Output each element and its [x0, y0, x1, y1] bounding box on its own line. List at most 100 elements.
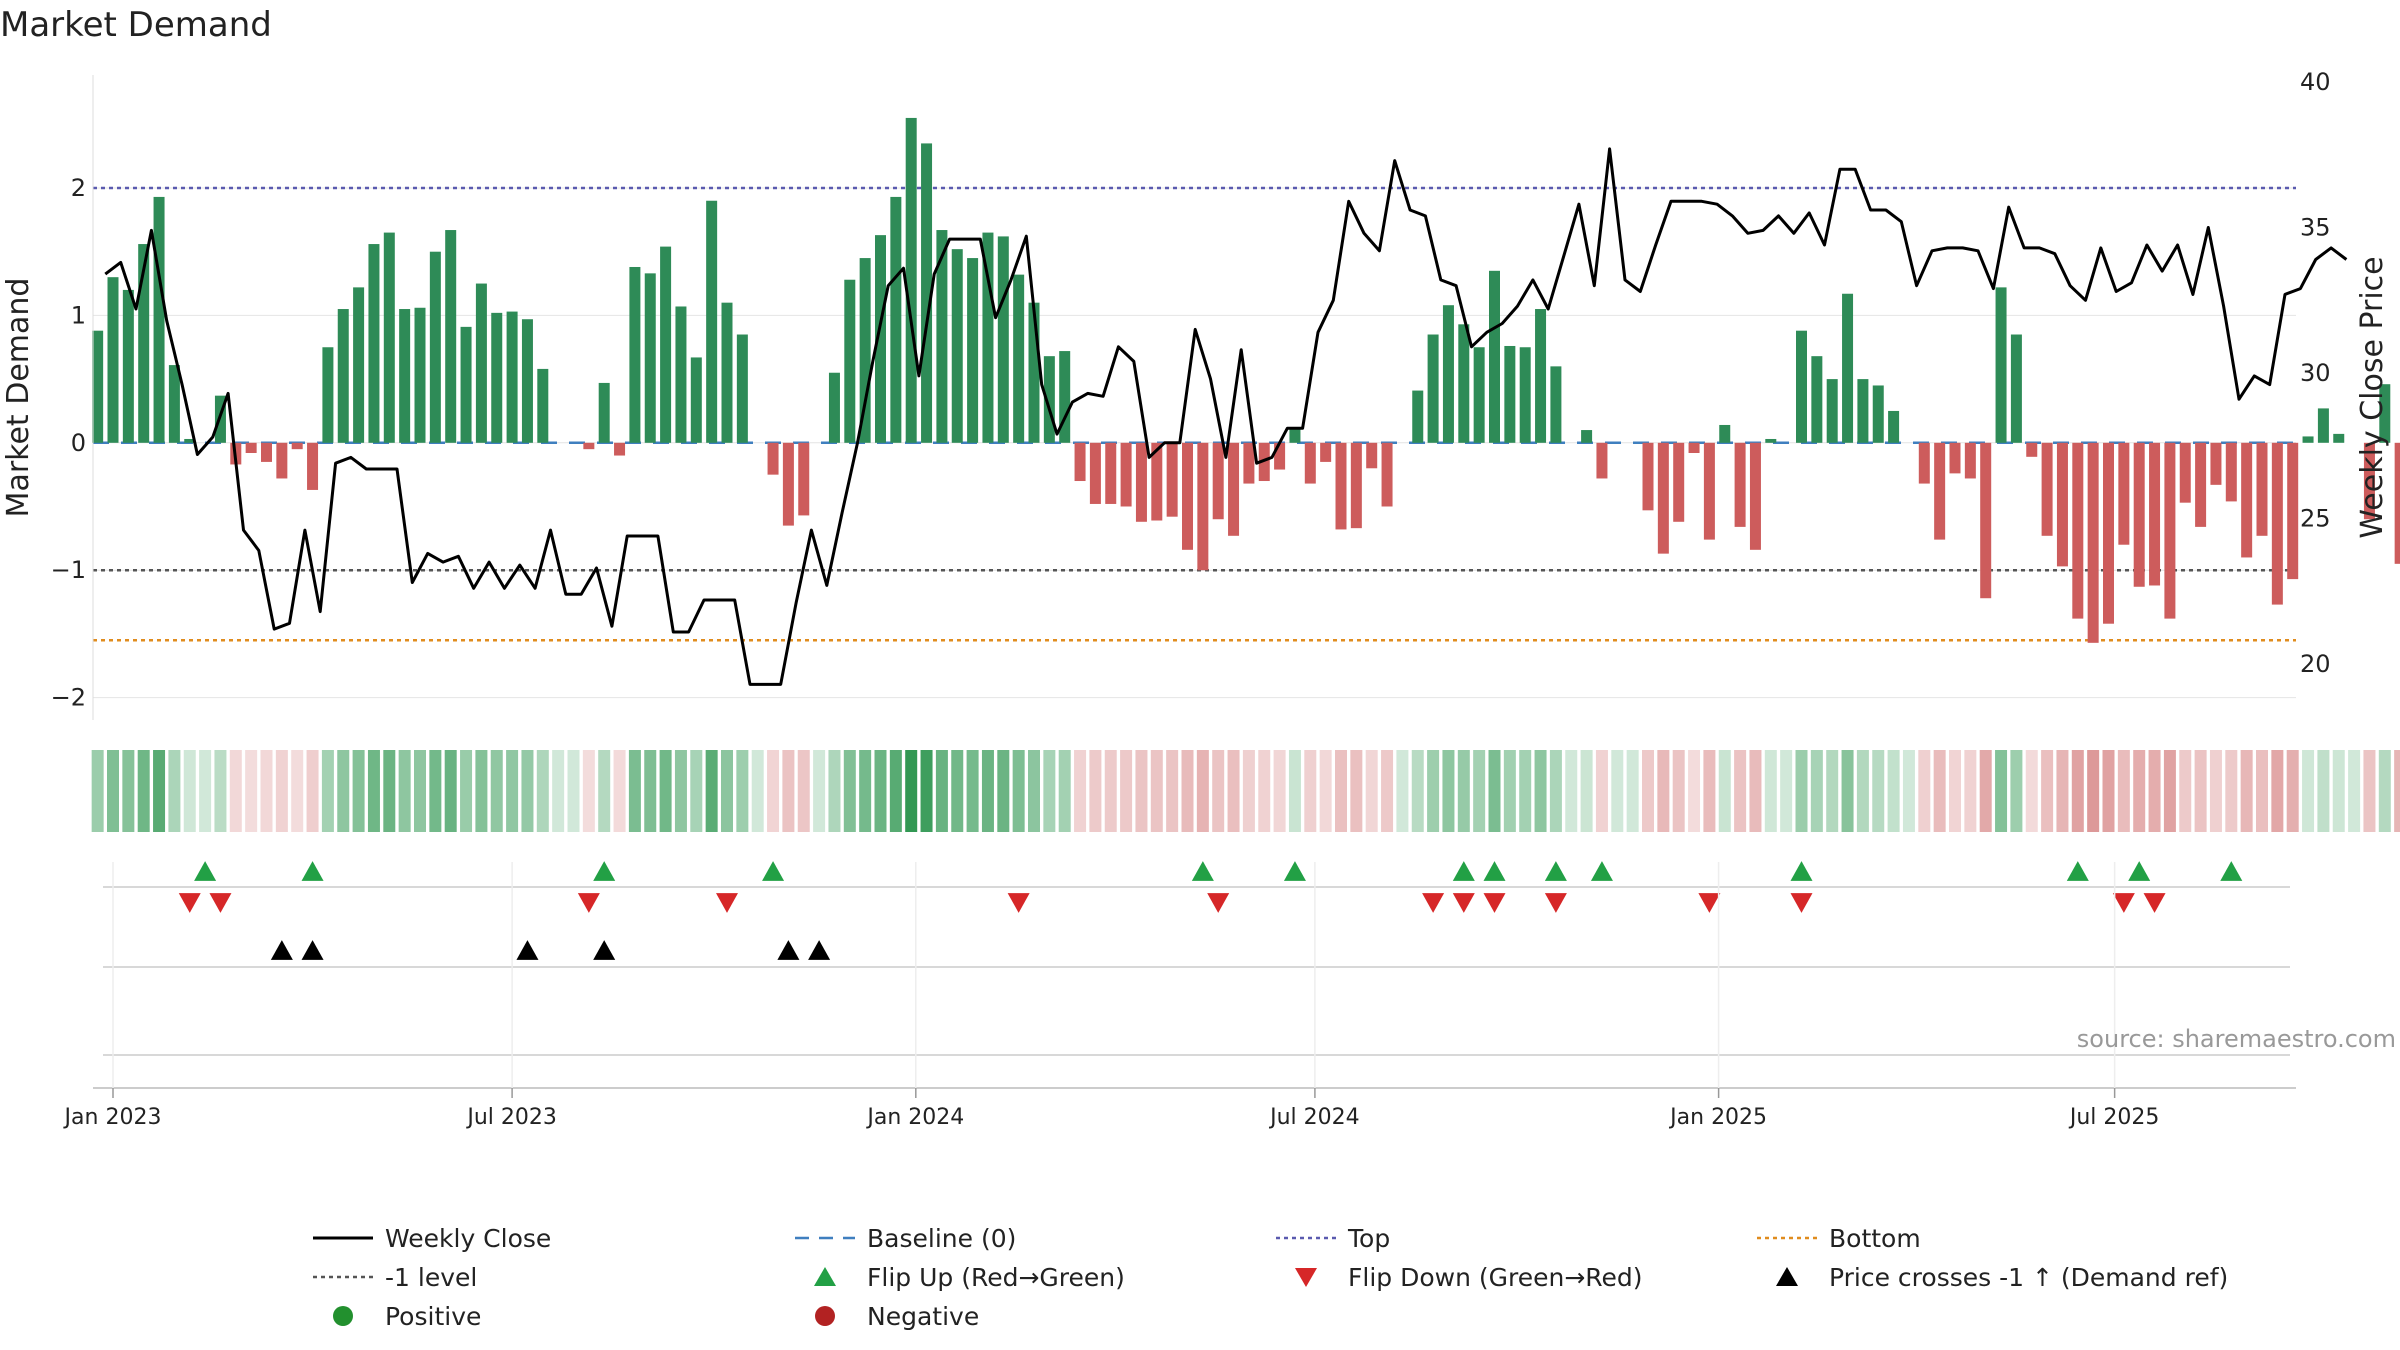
flip-down-marker [209, 893, 232, 913]
demand-bar [168, 365, 180, 443]
heat-strip-cell [1335, 750, 1347, 832]
x-tick-label: Jul 2023 [465, 1105, 557, 1130]
demand-bar [967, 258, 979, 443]
heat-strip-cell [1856, 750, 1869, 832]
heat-strip-cell [889, 750, 902, 832]
heat-strip-cell [2117, 750, 2130, 832]
demand-bar [997, 236, 1009, 443]
heat-strip-cell [1611, 750, 1624, 832]
demand-bar [890, 196, 902, 443]
demand-bar [1673, 442, 1685, 522]
flip-up-marker [1483, 861, 1506, 881]
heat-strip-cell [874, 750, 887, 832]
demand-bar [2026, 442, 2038, 457]
demand-bar [2133, 442, 2145, 587]
heat-strip-cell [2286, 750, 2299, 832]
heat-strip-cell [2056, 750, 2069, 832]
demand-bar [1719, 424, 1731, 443]
heat-strip-cell [2194, 750, 2207, 832]
heat-strip-cell [153, 750, 166, 832]
heat-strip-cell [2240, 750, 2253, 832]
demand-bar [1166, 442, 1178, 517]
heat-strip-cell [828, 750, 841, 832]
heat-strip-cell [2363, 750, 2376, 832]
heat-strip-cell [1887, 750, 1900, 832]
heat-strip-cell [245, 750, 258, 832]
legend-swatch-circle [333, 1306, 353, 1326]
heat-strip-cell [1642, 750, 1654, 832]
demand-bar [1642, 442, 1654, 511]
x-tick-label: Jan 2025 [1668, 1105, 1767, 1130]
demand-bar [1888, 410, 1900, 443]
demand-bar [1918, 442, 1930, 484]
demand-bar [1043, 356, 1055, 443]
heat-strip-cell [981, 750, 994, 832]
demand-bar [506, 311, 518, 443]
demand-bar [491, 312, 503, 443]
heat-strip-cell [1519, 750, 1532, 832]
flip-down-marker [1007, 893, 1030, 913]
heat-strip-cell [782, 750, 795, 832]
flip-down-marker [1483, 893, 1506, 913]
heat-strip-cell [383, 750, 396, 832]
demand-bar [1120, 442, 1132, 507]
heat-strip-cell [628, 750, 641, 832]
heat-strip-cell [460, 750, 473, 832]
price-cross-marker [593, 940, 616, 960]
heat-strip-cell [1964, 750, 1977, 832]
heat-strip-cell [582, 750, 595, 832]
demand-bar [2271, 442, 2283, 605]
flip-up-marker [1452, 861, 1475, 881]
legend-swatch-triangle-down [1295, 1268, 1317, 1287]
heat-strip-cell [644, 750, 657, 832]
demand-bar [460, 326, 472, 443]
y-left-tick-label: 0 [71, 429, 86, 457]
heat-strip-cell [214, 750, 227, 832]
demand-bar [1442, 305, 1454, 443]
demand-bar [1995, 287, 2007, 443]
heat-strip-cell [429, 750, 442, 832]
heat-strip-cell [1764, 750, 1777, 832]
heat-strip-cell [2302, 750, 2315, 832]
x-tick-label: Jan 2024 [865, 1105, 964, 1130]
y-left-tick-label: −2 [51, 684, 86, 712]
heat-strip-cell [168, 750, 181, 832]
demand-bar [875, 235, 886, 443]
heat-strip-cell [1288, 750, 1301, 832]
demand-bar [2041, 442, 2053, 536]
heat-strip-cell [721, 750, 733, 832]
flip-down-marker [178, 893, 201, 913]
price-cross-marker [808, 940, 831, 960]
heat-strip-cell [306, 750, 319, 832]
heat-strip-cell [398, 750, 411, 832]
heat-strip-cell [997, 750, 1010, 832]
demand-bar [1489, 270, 1500, 443]
demand-bar [1013, 274, 1025, 443]
legend-item: Top [1276, 1224, 1390, 1253]
heat-strip-cell [1411, 750, 1424, 832]
heat-strip-cell [1427, 750, 1440, 832]
demand-bar [644, 273, 656, 443]
demand-bar [1949, 442, 1961, 474]
heat-strip-cell [1749, 750, 1762, 832]
heat-strip-cell [1565, 750, 1578, 832]
heat-strip-cell [107, 750, 119, 832]
legend-item: Flip Up (Red→Green) [814, 1263, 1125, 1292]
heat-strip-cell [2209, 750, 2222, 832]
demand-bar [107, 277, 119, 443]
demand-bar [1135, 442, 1147, 522]
legend-item: Price crosses -1 ↑ (Demand ref) [1776, 1263, 2228, 1292]
heat-strip-cell [521, 750, 534, 832]
x-tick-label: Jan 2023 [63, 1105, 162, 1130]
demand-bar [721, 302, 733, 443]
heat-strip-cell [1058, 750, 1071, 832]
heat-strip-cell [1580, 750, 1593, 832]
y-right-tick-label: 25 [2300, 505, 2331, 533]
demand-bar [383, 232, 395, 443]
demand-bar [1826, 379, 1838, 443]
demand-bar [521, 319, 533, 443]
heat-strip-cell [1442, 750, 1455, 832]
legend-item: Negative [815, 1302, 979, 1331]
demand-bar [2210, 442, 2222, 485]
demand-bar [675, 306, 687, 443]
